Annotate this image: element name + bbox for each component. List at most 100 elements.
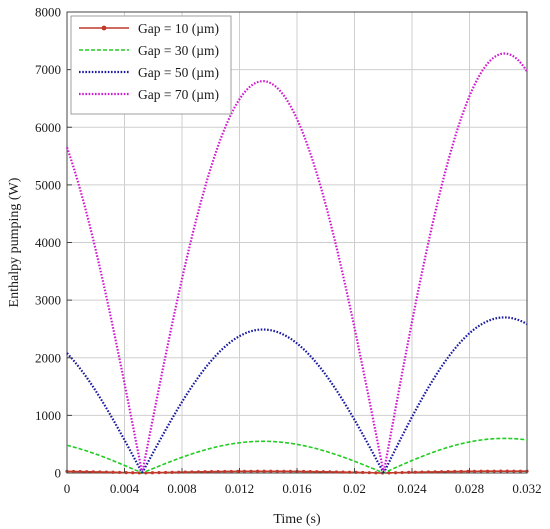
- series-point-0: [413, 470, 417, 474]
- x-axis-title: Time (s): [273, 512, 321, 527]
- x-tick-label: 0.016: [282, 481, 312, 496]
- series-point-0: [361, 470, 365, 475]
- series-point-0: [426, 470, 431, 474]
- y-tick-label: 1000: [35, 408, 61, 423]
- legend-box: [70, 15, 232, 115]
- y-tick-label: 7000: [35, 62, 61, 77]
- x-tick-label: 0.024: [397, 481, 427, 496]
- series-point-0: [512, 469, 516, 473]
- series-point-0: [492, 469, 496, 473]
- legend-marker-0: [101, 25, 107, 31]
- series-point-0: [236, 469, 240, 473]
- axis-ticks: 0 0.004 0.008 0.012 0.016 0.02 0.024 0.028 0.032…: [35, 5, 542, 497]
- series-point-0: [466, 469, 470, 473]
- series-point-0: [301, 469, 306, 474]
- series-point-0: [341, 470, 345, 474]
- series-point-0: [223, 469, 227, 474]
- series-point-0: [354, 470, 358, 474]
- series-point-0: [505, 469, 509, 473]
- series-point-0: [124, 470, 128, 475]
- series-group: [65, 52, 529, 475]
- series-point-0: [269, 469, 273, 473]
- series-point-0: [275, 469, 279, 473]
- series-point-0: [170, 470, 174, 474]
- legend-label-2: Gap = 50 (µm): [138, 65, 219, 80]
- series-point-0: [374, 471, 378, 475]
- series-point-0: [137, 471, 141, 475]
- series-point-0: [479, 469, 483, 473]
- series-point-0: [183, 470, 187, 474]
- series-point-0: [242, 469, 247, 473]
- legend: Gap = 10 (µm) Gap = 30 (µm) Gap = 50 (µm) G…: [70, 15, 232, 115]
- series-point-0: [518, 469, 523, 473]
- series-point-0: [400, 470, 404, 475]
- series-point-0: [387, 471, 391, 475]
- series-point-0: [347, 470, 352, 474]
- series-point-0: [104, 470, 109, 474]
- series-point-0: [393, 471, 398, 475]
- x-tick-label: 0.028: [455, 481, 484, 496]
- series-point-0: [308, 469, 312, 474]
- series-point-0: [407, 470, 411, 475]
- legend-label-3: Gap = 70 (µm): [138, 87, 219, 102]
- series-point-0: [190, 470, 194, 474]
- series-point-0: [334, 470, 339, 474]
- y-tick-label: 5000: [35, 177, 61, 192]
- series-point-0: [85, 470, 89, 474]
- series-point-0: [282, 469, 286, 473]
- x-tick-label: 0.004: [110, 481, 140, 496]
- x-tick-label: 0.02: [343, 481, 366, 496]
- legend-label-0: Gap = 10 (µm): [138, 21, 219, 36]
- series-point-0: [485, 469, 490, 473]
- series-point-0: [446, 470, 450, 474]
- y-tick-label: 3000: [35, 293, 61, 308]
- series-point-0: [98, 470, 102, 474]
- series-point-0: [229, 469, 233, 474]
- x-tick-label: 0.012: [225, 481, 254, 496]
- series-line-2: [66, 316, 528, 474]
- series-point-0: [150, 471, 155, 475]
- series-point-0: [203, 470, 207, 474]
- series-point-0: [453, 469, 457, 474]
- series-point-0: [255, 469, 260, 473]
- y-tick-label: 6000: [35, 120, 61, 135]
- series-point-0: [472, 469, 477, 473]
- grid: [67, 12, 527, 473]
- series-point-0: [459, 469, 463, 474]
- series-point-0: [111, 470, 115, 474]
- series-point-0: [420, 470, 424, 474]
- series-point-0: [117, 470, 122, 475]
- series-point-0: [433, 470, 437, 474]
- series-point-0: [131, 471, 135, 475]
- series-point-0: [328, 470, 332, 474]
- legend-label-1: Gap = 30 (µm): [138, 43, 219, 58]
- series-point-0: [499, 469, 503, 473]
- series-point-0: [288, 469, 293, 473]
- series-point-0: [78, 469, 82, 474]
- series-point-0: [262, 469, 266, 473]
- y-tick-label: 0: [55, 466, 62, 481]
- series-point-0: [367, 471, 371, 475]
- series-point-0: [321, 470, 325, 474]
- series-point-0: [163, 470, 168, 475]
- y-tick-label: 8000: [35, 5, 61, 20]
- series-point-0: [216, 469, 220, 474]
- series-point-0: [196, 470, 201, 474]
- series-point-0: [315, 470, 319, 474]
- series-point-0: [144, 471, 148, 475]
- x-tick-label: 0.032: [512, 481, 541, 496]
- y-tick-label: 4000: [35, 235, 61, 250]
- series-point-0: [177, 470, 181, 474]
- series-point-0: [249, 469, 253, 473]
- series-point-0: [91, 470, 95, 474]
- series-point-0: [439, 470, 444, 474]
- series-point-0: [209, 470, 214, 474]
- y-tick-label: 2000: [35, 350, 61, 365]
- series-line-3: [65, 52, 528, 474]
- y-axis-title: Enthalpy pumping (W): [7, 177, 22, 307]
- x-tick-label: 0: [64, 481, 71, 496]
- series-point-0: [71, 469, 76, 474]
- series-point-0: [157, 471, 161, 475]
